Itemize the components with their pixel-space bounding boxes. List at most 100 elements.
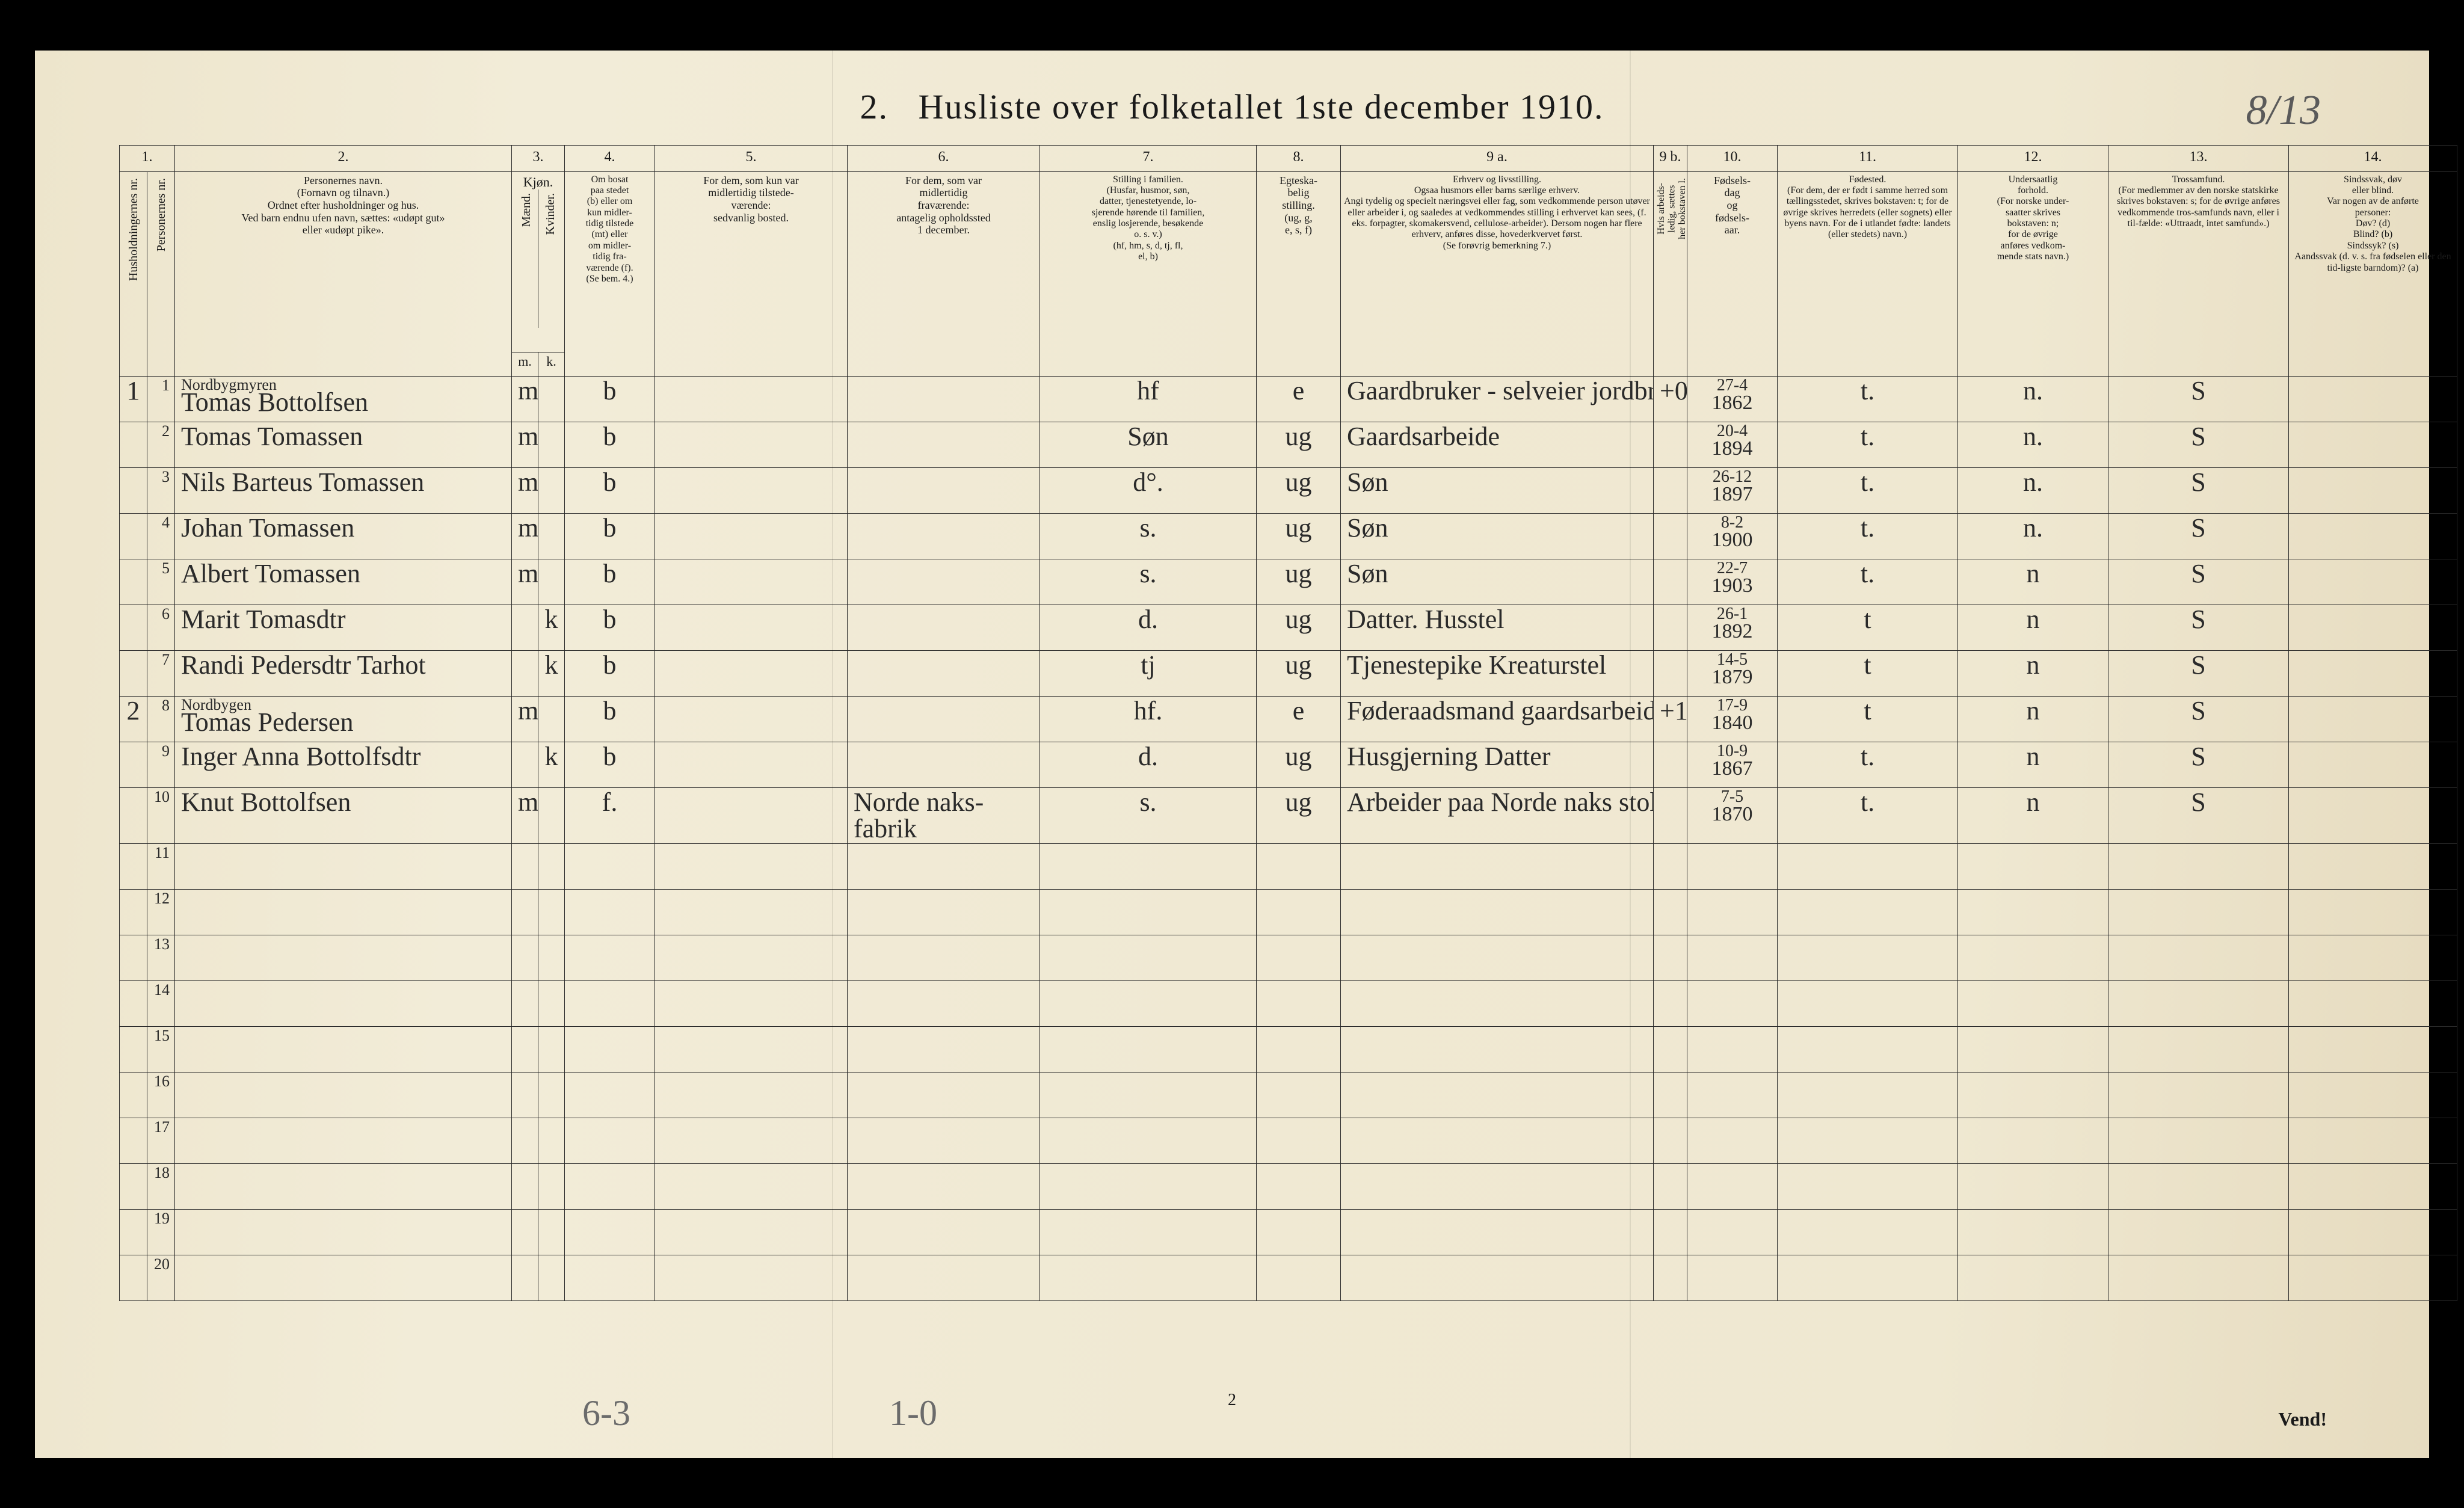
cell-empty: [1257, 843, 1341, 889]
cell-empty: [512, 1163, 538, 1209]
table-row-empty: 15: [120, 1026, 2457, 1072]
cell-empty: [1654, 1026, 1687, 1072]
cell-empty: [175, 889, 512, 935]
cell-empty: [120, 1026, 147, 1072]
cell-residence: b: [565, 513, 655, 559]
census-page: 8/13 2. Husliste over folketallet 1ste d…: [35, 51, 2429, 1458]
cell-empty: [120, 1209, 147, 1255]
cell-empty: [848, 1026, 1040, 1072]
cell-residence: b: [565, 742, 655, 787]
cell-empty: [2289, 1118, 2457, 1163]
cell-sex-m: m: [512, 696, 538, 742]
fold-crease-left: [832, 51, 833, 1458]
cell-empty: [2289, 1209, 2457, 1255]
cell-empty: [2108, 1209, 2289, 1255]
cell-empty: [565, 1072, 655, 1118]
cell-person-no: 9: [147, 742, 175, 787]
colnum-2: 2.: [175, 145, 512, 171]
cell-empty: [565, 843, 655, 889]
colnum-4: 4.: [565, 145, 655, 171]
cell-sex-k: [538, 559, 565, 605]
cell-birth: 26-121897: [1687, 467, 1778, 513]
cell-family-pos: s.: [1040, 513, 1257, 559]
cell-empty: [538, 1209, 565, 1255]
cell-name: Tomas Tomassen: [175, 422, 512, 467]
table-row-empty: 20: [120, 1255, 2457, 1300]
cell-empty: [1958, 935, 2108, 980]
cell-empty: [1654, 935, 1687, 980]
cell-empty: [1654, 980, 1687, 1026]
hdr-person-no: Personernes nr.: [147, 171, 175, 376]
cell-empty: [848, 935, 1040, 980]
cell-empty: [1778, 1026, 1958, 1072]
cell-person-no: 14: [147, 980, 175, 1026]
cell-occupation: Søn: [1341, 513, 1654, 559]
cell-empty: [1257, 935, 1341, 980]
cell-family-pos: hf: [1040, 376, 1257, 422]
table-row: 7Randi Pedersdtr TarhotkbtjugTjenestepik…: [120, 650, 2457, 696]
cell-name: NordbygenTomas Pedersen: [175, 696, 512, 742]
cell-empty: [512, 843, 538, 889]
cell-birth: 10-91867: [1687, 742, 1778, 787]
hdr-religion: Trossamfund. (For medlemmer av den norsk…: [2108, 171, 2289, 376]
table-row-empty: 13: [120, 935, 2457, 980]
cell-empty: [175, 1026, 512, 1072]
cell-sex-m: [512, 742, 538, 787]
cell-empty: [848, 1118, 1040, 1163]
cell-empty: [565, 1118, 655, 1163]
cell-empty: [2108, 1026, 2289, 1072]
cell-empty: [175, 1072, 512, 1118]
hdr-birth: Fødsels- dag og fødsels- aar.: [1687, 171, 1778, 376]
cell-occupation: Søn: [1341, 559, 1654, 605]
cell-empty: [512, 935, 538, 980]
cell-empty: [512, 1026, 538, 1072]
cell-temp-absent: Norde naks-fabrik: [848, 787, 1040, 843]
cell-birthplace: t.: [1778, 787, 1958, 843]
cell-empty: [512, 980, 538, 1026]
cell-birthplace: t.: [1778, 513, 1958, 559]
cell-person-no: 11: [147, 843, 175, 889]
cell-disability: [2289, 742, 2457, 787]
title-text: Husliste over folketallet 1ste december …: [918, 87, 1604, 126]
cell-person-no: 17: [147, 1118, 175, 1163]
cell-marital: ug: [1257, 787, 1341, 843]
cell-empty: [1958, 1163, 2108, 1209]
cell-empty: [1687, 1026, 1778, 1072]
cell-empty: [1040, 1118, 1257, 1163]
cell-empty: [1958, 980, 2108, 1026]
cell-unemployed: [1654, 742, 1687, 787]
column-header-row: Husholdningernes nr. Personernes nr. Per…: [120, 171, 2457, 352]
hdr-nationality: Undersaatlig forhold. (For norske under-…: [1958, 171, 2108, 376]
cell-name: Albert Tomassen: [175, 559, 512, 605]
table-row: 28NordbygenTomas Pedersenmbhf.eFøderaads…: [120, 696, 2457, 742]
hdr-name: Personernes navn. (Fornavn og tilnavn.) …: [175, 171, 512, 376]
cell-marital: e: [1257, 696, 1341, 742]
cell-empty: [1958, 1026, 2108, 1072]
cell-empty: [1778, 1209, 1958, 1255]
cell-marital: ug: [1257, 605, 1341, 650]
cell-temp-absent: [848, 742, 1040, 787]
cell-unemployed: [1654, 513, 1687, 559]
cell-empty: [1687, 1072, 1778, 1118]
cell-empty: [1958, 889, 2108, 935]
cell-empty: [175, 1255, 512, 1300]
cell-empty: [1341, 843, 1654, 889]
hdr-occupation: Erhverv og livsstilling. Ogsaa husmors e…: [1341, 171, 1654, 376]
cell-empty: [1958, 1118, 2108, 1163]
cell-marital: ug: [1257, 422, 1341, 467]
table-header: 1. 2. 3. 4. 5. 6. 7. 8. 9 a. 9 b. 10. 11…: [120, 145, 2457, 376]
cell-nationality: n: [1958, 650, 2108, 696]
cell-nationality: n: [1958, 787, 2108, 843]
cell-family-pos: hf.: [1040, 696, 1257, 742]
cell-sex-k: [538, 467, 565, 513]
cell-household-no: [120, 650, 147, 696]
cell-birthplace: t.: [1778, 559, 1958, 605]
cell-sex-m: [512, 605, 538, 650]
colnum-9b: 9 b.: [1654, 145, 1687, 171]
cell-household-no: [120, 787, 147, 843]
cell-nationality: n: [1958, 605, 2108, 650]
cell-empty: [1040, 1163, 1257, 1209]
cell-nationality: n.: [1958, 422, 2108, 467]
cell-empty: [538, 935, 565, 980]
cell-empty: [512, 1255, 538, 1300]
